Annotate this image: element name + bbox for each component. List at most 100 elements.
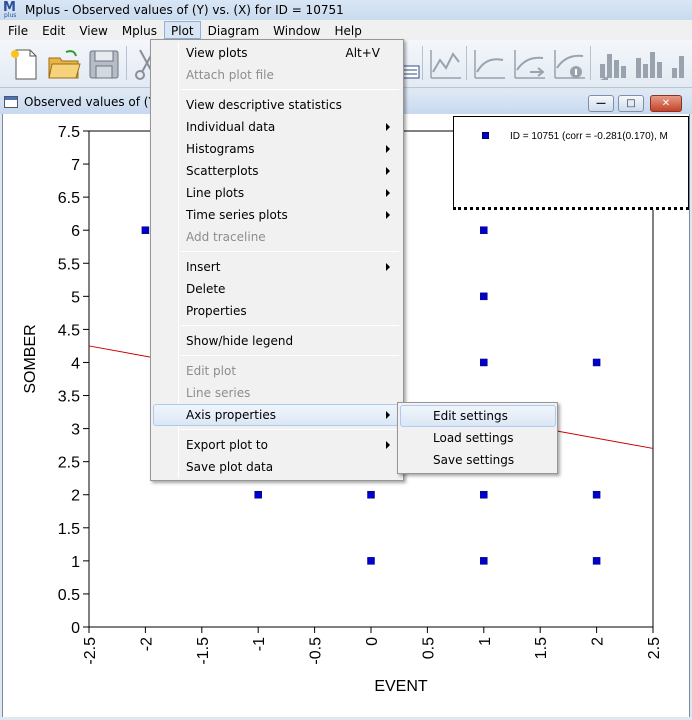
submenu-arrow-icon <box>386 145 390 153</box>
menu-item-label: Edit plot <box>186 364 237 378</box>
menu-item-export-plot-to[interactable]: Export plot to <box>153 434 401 456</box>
plot-icon[interactable] <box>472 46 508 82</box>
menu-item-label: Line series <box>186 386 251 400</box>
menu-item-save-plot-data[interactable]: Save plot data <box>153 456 401 478</box>
x-tick-label: 0.5 <box>420 637 437 659</box>
line-plot-icon[interactable] <box>428 46 464 82</box>
menu-item-attach-plot-file[interactable]: Attach plot file <box>153 64 401 86</box>
data-point <box>480 358 488 367</box>
menu-item-insert[interactable]: Insert <box>153 256 401 278</box>
plot-menu: View plots Alt+V Attach plot file View desc… <box>150 39 404 481</box>
menu-item-label: Delete <box>186 282 226 296</box>
menu-item-delete[interactable]: Delete <box>153 278 401 300</box>
menu-plot[interactable]: Plot <box>164 21 201 39</box>
y-tick-label: 0.5 <box>58 587 80 604</box>
restore-icon: □ <box>626 98 636 109</box>
menu-item-view-descriptive-statistics[interactable]: View descriptive statistics <box>153 94 401 116</box>
data-point <box>254 490 262 499</box>
axis-properties-submenu: Edit settings Load settings Save settings <box>397 402 558 474</box>
menu-item-label: View descriptive statistics <box>186 98 342 112</box>
y-tick-label: 4.5 <box>58 322 80 339</box>
open-folder-icon[interactable] <box>46 46 82 82</box>
x-tick-label: -1.5 <box>195 637 212 665</box>
data-point <box>141 226 150 234</box>
menu-separator <box>181 251 399 252</box>
menu-file[interactable]: File <box>8 24 29 38</box>
submenu-arrow-icon <box>386 123 390 131</box>
menu-item-label: Individual data <box>186 120 276 134</box>
legend-marker <box>482 132 489 139</box>
save-icon[interactable] <box>86 46 122 82</box>
y-tick-label: 2 <box>71 488 80 505</box>
menu-item-scatterplots[interactable]: Scatterplots <box>153 160 401 182</box>
menu-mplus[interactable]: Mplus <box>121 24 157 38</box>
plot-info-icon[interactable] <box>552 46 588 82</box>
y-tick-label: 7 <box>71 157 80 174</box>
x-tick-label: -2.5 <box>82 637 99 665</box>
x-tick-label: -0.5 <box>308 637 325 665</box>
plot-legend[interactable]: ID = 10751 (corr = -0.281(0.170), M <box>453 116 689 210</box>
menu-item-label: Time series plots <box>186 208 288 222</box>
x-axis-label: EVENT <box>374 678 428 695</box>
app-title-bar[interactable]: M plus Mplus - Observed values of (Y) vs… <box>0 0 692 20</box>
restore-button[interactable]: □ <box>618 95 644 112</box>
menu-view[interactable]: View <box>79 24 108 38</box>
menu-item-label: Insert <box>186 260 221 274</box>
data-point <box>367 557 375 565</box>
menu-item-axis-properties[interactable]: Axis properties <box>153 404 401 426</box>
plot-arrow-icon[interactable] <box>512 46 548 82</box>
menu-item-line-plots[interactable]: Line plots <box>153 182 401 204</box>
close-button[interactable]: ✕ <box>650 95 682 112</box>
menu-item-add-traceline[interactable]: Add traceline <box>153 226 401 248</box>
app-title: Mplus - Observed values of (Y) vs. (X) f… <box>25 3 344 17</box>
submenu-item-save-settings[interactable]: Save settings <box>400 449 556 471</box>
data-point <box>480 292 488 301</box>
diagram-icon[interactable] <box>395 46 431 82</box>
menu-item-edit-plot[interactable]: Edit plot <box>153 360 401 382</box>
minimize-button[interactable]: — <box>588 95 614 112</box>
menu-item-show-hide-legend[interactable]: Show/hide legend <box>153 330 401 352</box>
menu-item-label: Attach plot file <box>186 68 274 82</box>
toolbar-separator <box>590 46 591 80</box>
submenu-item-load-settings[interactable]: Load settings <box>400 427 556 449</box>
menu-edit[interactable]: Edit <box>42 24 66 38</box>
menu-item-properties[interactable]: Properties <box>153 300 401 322</box>
data-point <box>367 490 375 499</box>
menu-item-line-series[interactable]: Line series <box>153 382 401 404</box>
y-tick-label: 1 <box>71 554 80 571</box>
menu-item-label: Scatterplots <box>186 164 259 178</box>
menu-item-view-plots[interactable]: View plots Alt+V <box>153 42 401 64</box>
bar-chart-right-icon[interactable] <box>632 46 668 82</box>
menu-item-label: Export plot to <box>186 438 268 452</box>
bar-chart-left-icon[interactable] <box>596 46 632 82</box>
y-tick-label: 1.5 <box>58 521 80 538</box>
submenu-item-label: Edit settings <box>433 409 508 423</box>
window-icon <box>4 96 18 108</box>
submenu-arrow-icon <box>386 189 390 197</box>
menu-item-histograms[interactable]: Histograms <box>153 138 401 160</box>
menu-help[interactable]: Help <box>334 24 362 38</box>
y-tick-label: 3.5 <box>58 389 80 406</box>
menu-item-individual-data[interactable]: Individual data <box>153 116 401 138</box>
data-point <box>592 557 601 565</box>
legend-text: ID = 10751 (corr = -0.281(0.170), M <box>510 131 668 142</box>
menu-window[interactable]: Window <box>273 24 321 38</box>
new-file-icon[interactable] <box>6 46 42 82</box>
menu-item-label: Properties <box>186 304 247 318</box>
toolbar-separator <box>422 46 423 80</box>
y-tick-label: 5 <box>71 289 80 306</box>
y-tick-label: 5.5 <box>58 256 80 273</box>
submenu-item-edit-settings[interactable]: Edit settings <box>400 405 556 427</box>
menu-item-label: Line plots <box>186 186 245 200</box>
submenu-arrow-icon <box>386 211 390 219</box>
menu-diagram[interactable]: Diagram <box>207 24 260 38</box>
y-tick-label: 7.5 <box>58 124 80 141</box>
bar-chart-up-icon[interactable] <box>668 46 692 82</box>
x-tick-label: -1 <box>251 637 268 651</box>
x-tick-label: -2 <box>138 637 155 651</box>
menu-item-label: Show/hide legend <box>186 334 294 348</box>
menu-item-time-series-plots[interactable]: Time series plots <box>153 204 401 226</box>
data-point <box>592 490 601 499</box>
submenu-item-label: Save settings <box>433 453 515 467</box>
toolbar-separator <box>126 46 127 80</box>
